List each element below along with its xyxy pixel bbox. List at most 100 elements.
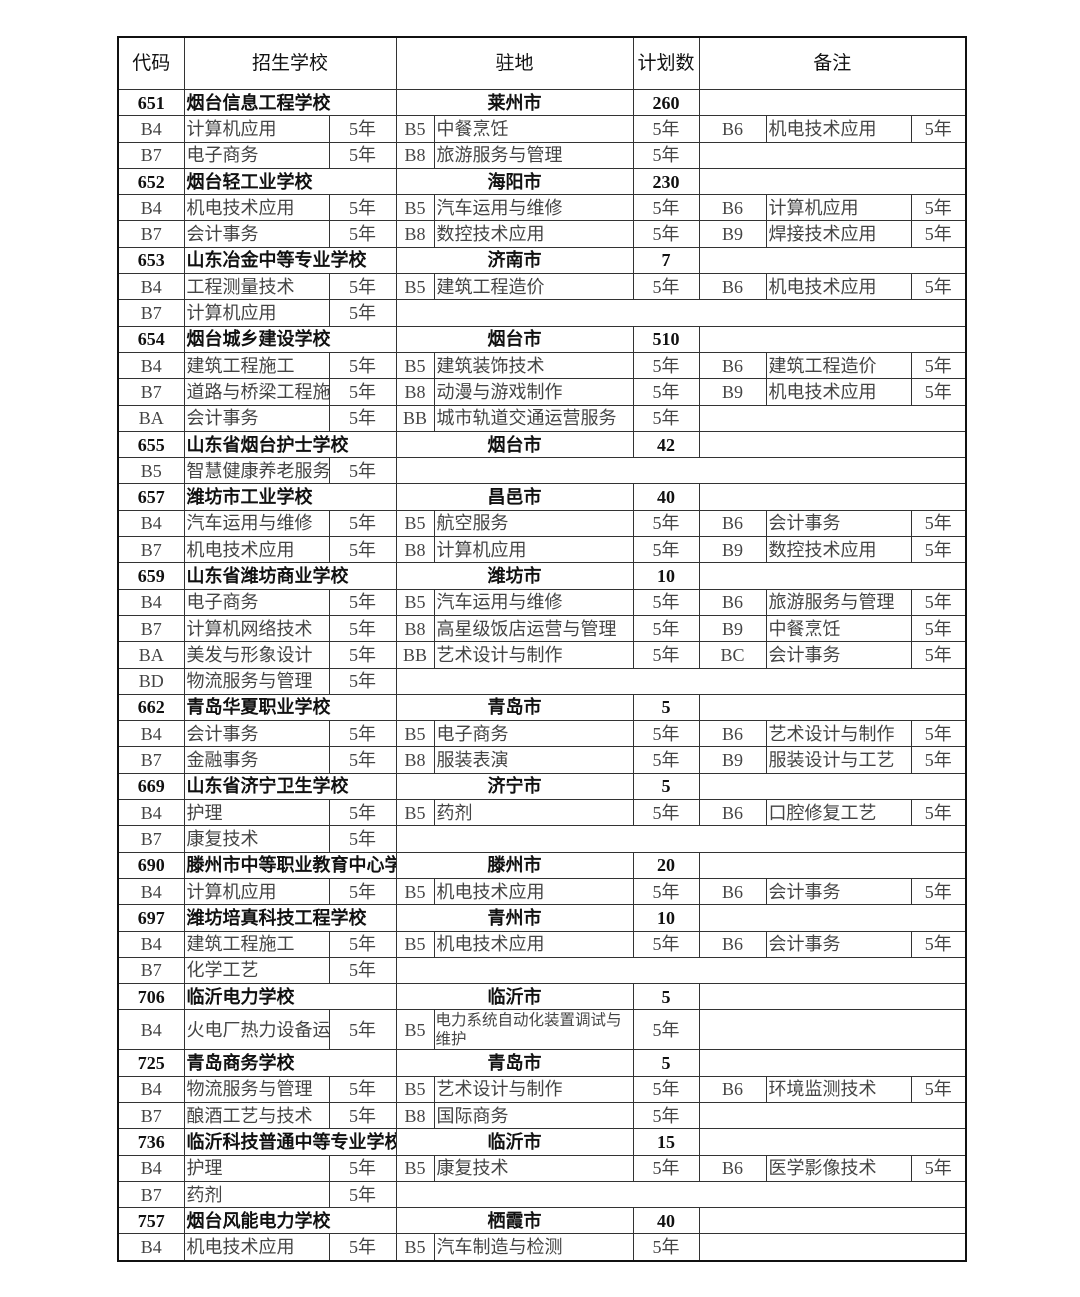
school-remark <box>698 483 967 511</box>
school-plan: 42 <box>632 430 700 459</box>
major-name: 艺术设计与制作 <box>765 720 912 748</box>
major-duration: 5年 <box>328 404 397 432</box>
major-duration: 5年 <box>328 641 397 669</box>
major-duration: 5年 <box>910 588 967 616</box>
major-row: B7 会计事务 5年 B8 数控技术应用 5年 B9 焊接技术应用 5年 <box>117 220 967 248</box>
school-plan: 510 <box>632 325 700 353</box>
school-remark <box>698 772 967 801</box>
major-duration: 5年 <box>632 1101 700 1130</box>
major-name: 康复技术 <box>183 825 330 853</box>
major-code: B5 <box>395 273 435 301</box>
major-name: 物流服务与管理 <box>183 667 330 695</box>
empty-cell <box>395 457 967 485</box>
school-row: 653 山东冶金中等专业学校 济南市 7 <box>117 246 967 275</box>
major-code: B5 <box>117 457 185 485</box>
major-name: 城市轨道交通运营服务 <box>433 404 634 432</box>
major-row: B4火电厂热力设备运行与检修5年B5电力系统自动化装置调试与维护5年 <box>117 1009 967 1051</box>
school-plan: 5 <box>632 1049 700 1077</box>
empty-cell <box>395 667 967 695</box>
major-name: 建筑工程施工 <box>183 351 330 380</box>
major-duration: 5年 <box>328 956 397 985</box>
major-row: B7道路与桥梁工程施工5年B8动漫与游戏制作5年B9机电技术应用5年 <box>117 378 967 406</box>
major-code: B7 <box>117 825 185 853</box>
major-name: 会计事务 <box>765 877 912 906</box>
major-code: B5 <box>395 115 435 143</box>
major-code: BA <box>117 641 185 669</box>
major-code: B7 <box>117 299 185 327</box>
header-location: 驻地 <box>395 36 634 90</box>
major-name: 火电厂热力设备运行与检修 <box>183 1009 330 1051</box>
major-duration: 5年 <box>632 378 700 406</box>
major-code: B5 <box>395 877 435 906</box>
school-location: 烟台市 <box>395 325 634 353</box>
school-plan: 5 <box>632 693 700 722</box>
school-remark <box>698 325 967 353</box>
major-duration: 5年 <box>632 351 700 380</box>
school-plan: 15 <box>632 1128 700 1156</box>
major-name: 药剂 <box>433 799 634 827</box>
major-duration: 5年 <box>328 299 397 327</box>
school-plan: 7 <box>632 246 700 275</box>
school-plan: 10 <box>632 904 700 932</box>
school-name: 青岛华夏职业学校 <box>183 693 397 722</box>
major-duration: 5年 <box>910 1154 967 1182</box>
major-code: B9 <box>698 536 767 564</box>
major-duration: 5年 <box>328 799 397 827</box>
major-row: B7 酿酒工艺与技术 5年 B8 国际商务 5年 <box>117 1101 967 1130</box>
major-code: B9 <box>698 614 767 643</box>
major-duration: 5年 <box>632 1009 700 1051</box>
major-code: B6 <box>698 877 767 906</box>
major-duration: 5年 <box>328 457 397 485</box>
major-duration: 5年 <box>328 141 397 169</box>
major-row: BA 美发与形象设计 5年 BB 艺术设计与制作 5年 BC 会计事务 5年 <box>117 641 967 669</box>
school-name: 潍坊市工业学校 <box>183 483 397 511</box>
major-code: B4 <box>117 351 185 380</box>
major-row: B4 护理 5年 B5 康复技术 5年 B6 医学影像技术 5年 <box>117 1154 967 1182</box>
header-school: 招生学校 <box>183 36 397 90</box>
header-code: 代码 <box>117 36 185 90</box>
major-duration: 5年 <box>328 273 397 301</box>
major-duration: 5年 <box>328 1233 397 1262</box>
school-location: 烟台市 <box>395 430 634 459</box>
major-name: 护理 <box>183 799 330 827</box>
major-row: B4 机电技术应用 5年 B5 汽车运用与维修 5年 B6 计算机应用 5年 <box>117 194 967 222</box>
major-duration: 5年 <box>328 351 397 380</box>
school-code: 736 <box>117 1128 185 1156</box>
major-name: 酿酒工艺与技术 <box>183 1101 330 1130</box>
school-name: 潍坊培真科技工程学校 <box>183 904 397 932</box>
major-duration: 5年 <box>328 825 397 853</box>
school-code: 652 <box>117 167 185 196</box>
school-name: 烟台信息工程学校 <box>183 88 397 117</box>
major-code: B5 <box>395 1233 435 1262</box>
major-code: B4 <box>117 1009 185 1051</box>
school-code: 654 <box>117 325 185 353</box>
major-row: B7 计算机网络技术 5年 B8 高星级饭店运营与管理 5年 B9 中餐烹饪 5年 <box>117 614 967 643</box>
major-code: B7 <box>117 614 185 643</box>
major-name: 智慧健康养老服务 <box>183 457 330 485</box>
major-code: B4 <box>117 1075 185 1103</box>
major-duration: 5年 <box>328 667 397 695</box>
major-name: 建筑工程施工 <box>183 930 330 958</box>
major-name: 环境监测技术 <box>765 1075 912 1103</box>
major-code: B5 <box>395 1075 435 1103</box>
major-name: 中餐烹饪 <box>433 115 634 143</box>
major-code: B7 <box>117 1101 185 1130</box>
school-name: 山东省烟台护士学校 <box>183 430 397 459</box>
major-name: 会计事务 <box>183 404 330 432</box>
empty-cell <box>698 141 967 169</box>
major-row: BA 会计事务 5年 BB 城市轨道交通运营服务 5年 <box>117 404 967 432</box>
school-location: 莱州市 <box>395 88 634 117</box>
school-row: 669 山东省济宁卫生学校 济宁市 5 <box>117 772 967 801</box>
school-name: 山东冶金中等专业学校 <box>183 246 397 275</box>
school-code: 697 <box>117 904 185 932</box>
major-code: B7 <box>117 141 185 169</box>
major-name: 计算机应用 <box>433 536 634 564</box>
major-name: 康复技术 <box>433 1154 634 1182</box>
school-code: 725 <box>117 1049 185 1077</box>
major-code: B8 <box>395 746 435 774</box>
school-remark <box>698 430 967 459</box>
major-duration: 5年 <box>632 194 700 222</box>
major-code: B8 <box>395 141 435 169</box>
major-name: 电子商务 <box>183 588 330 616</box>
major-duration: 5年 <box>910 536 967 564</box>
